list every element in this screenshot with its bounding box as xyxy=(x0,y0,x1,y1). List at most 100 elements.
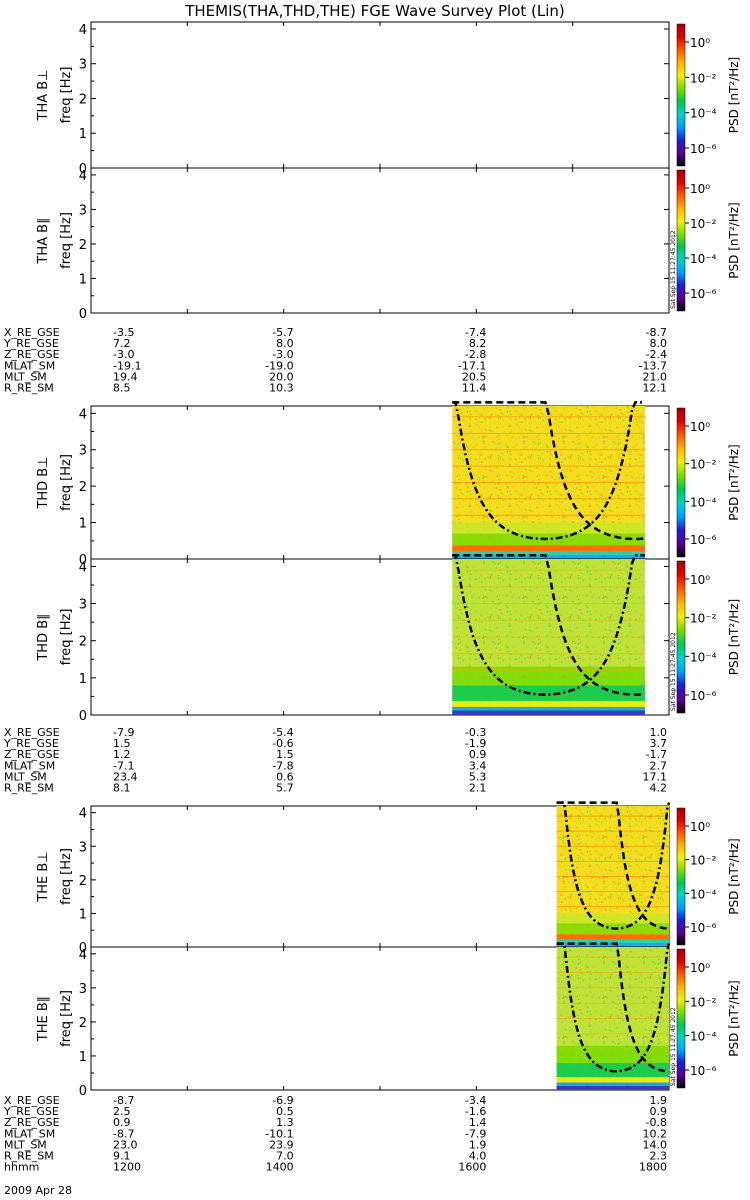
y-tick-label: 1 xyxy=(79,672,87,687)
colorbar-tick-label: 10⁻⁴ xyxy=(690,1030,717,1044)
colorbar-frame xyxy=(676,948,686,1089)
y-tick-label: 3 xyxy=(79,203,87,218)
gyrofrequency-curve xyxy=(556,801,671,930)
ephemeris-value: -0.8 xyxy=(646,1116,667,1129)
colorbar-tick-label: 10⁰ xyxy=(690,820,710,834)
y-tick-label: 3 xyxy=(79,598,87,613)
colorbar-tick-label: 10⁰ xyxy=(690,182,710,196)
y-tick-label: 0 xyxy=(79,162,87,177)
ephemeris-value: -19.1 xyxy=(113,359,141,372)
date-label: 2009 Apr 28 xyxy=(4,1184,72,1197)
ephemeris-value: -5.7 xyxy=(272,326,293,339)
colorbar-tick-label: 10⁰ xyxy=(690,36,710,50)
ephemeris-value: 3.4 xyxy=(469,759,487,772)
y-tick-label: 0 xyxy=(79,307,87,322)
y-tick-label: 2 xyxy=(79,874,87,889)
spectrogram-thd-par xyxy=(452,554,645,715)
ephemeris-value: 2.3 xyxy=(650,1150,668,1163)
ephemeris-value: -8.7 xyxy=(113,1094,134,1107)
y-axis-unit-label: freq [Hz] xyxy=(59,454,74,511)
ephemeris-value: 20.5 xyxy=(462,370,487,383)
colorbar-tick-label: 10⁻² xyxy=(690,217,717,231)
y-tick-label: 0 xyxy=(79,553,87,568)
y-axis-probe-label: THD B∥ xyxy=(36,613,51,661)
ephemeris-value: 0.9 xyxy=(469,748,487,761)
y-tick-label: 4 xyxy=(79,948,87,963)
ephemeris-label: X_RE_GSE xyxy=(4,726,60,739)
y-tick-label: 4 xyxy=(79,407,87,422)
low-frequency-band xyxy=(452,554,645,559)
low-frequency-band xyxy=(452,522,645,534)
ephemeris-value: 5.7 xyxy=(276,782,294,795)
y-axis-unit-label: freq [Hz] xyxy=(59,848,74,905)
low-frequency-band xyxy=(452,550,645,555)
ephemeris-value: -3.0 xyxy=(272,348,293,361)
ephemeris-label: R_RE_SM xyxy=(4,1150,54,1163)
ephemeris-value: -3.5 xyxy=(113,326,134,339)
ephemeris-value: -0.6 xyxy=(272,737,293,750)
y-axis-probe-label: THE B∥ xyxy=(36,996,51,1042)
ephemeris-value: 23.4 xyxy=(113,770,138,783)
ephemeris-value: 4.0 xyxy=(469,1150,487,1163)
ephemeris-value: 9.1 xyxy=(113,1150,131,1163)
plot-frame xyxy=(90,21,670,169)
colorbar-frame xyxy=(676,23,686,167)
gyrofrequency-curve xyxy=(556,942,671,1073)
y-tick-label: 2 xyxy=(79,1016,87,1031)
ephemeris-value: -0.3 xyxy=(465,726,486,739)
panel-the-perp: 0 1 2 3 4 THE B⊥ freq [Hz] 10⁰ 10⁻² 10⁻⁴ 10⁻⁶ PSD [… xyxy=(36,805,741,956)
ephemeris-value: 14.0 xyxy=(643,1138,668,1151)
low-frequency-band xyxy=(452,700,645,707)
colorbar xyxy=(677,808,685,945)
ephemeris-label: R_RE_SM xyxy=(4,382,54,395)
gyrofrequency-curve xyxy=(452,554,645,696)
ephemeris-label: MLAT_SM xyxy=(4,1127,55,1140)
ephemeris-value: -17.1 xyxy=(458,359,486,372)
panel-thd-par: 0 1 2 3 4 THD B∥ freq [Hz] 10⁰ 10⁻² 10⁻⁴ 10⁻⁶ PSD [… xyxy=(36,558,741,724)
ephemeris-value: 7.0 xyxy=(276,1150,294,1163)
ephemeris-value: 1.5 xyxy=(113,737,131,750)
colorbar-frame xyxy=(676,560,686,714)
ephemeris-value: 17.1 xyxy=(643,770,668,783)
ephemeris-value: -13.7 xyxy=(639,359,667,372)
ephemeris-value: 1.2 xyxy=(113,748,131,761)
ephemeris-tha: X_RE_GSE -3.5 -5.7 -7.4 -8.7 Y_RE_GSE 7.2 8.0 8.… xyxy=(3,326,667,395)
y-tick-label: 3 xyxy=(79,982,87,997)
ephemeris-label: Z_RE_GSE xyxy=(4,748,60,761)
ephemeris-value: -7.9 xyxy=(113,726,134,739)
colorbar-frame xyxy=(676,169,686,312)
timestamp-stamp: Sat Sep 15 11:27:45 2012 xyxy=(670,1007,677,1086)
y-tick-label: 4 xyxy=(79,23,87,38)
ephemeris-value: 23.0 xyxy=(113,1138,138,1151)
low-frequency-band xyxy=(556,939,669,943)
colorbar-label: PSD [nT²/Hz] xyxy=(727,838,741,914)
panel-tha-par: 0 1 2 3 4 THA B∥ freq [Hz] 10⁰ 10⁻² 10⁻⁴ 10⁻⁶ PSD [… xyxy=(36,167,741,322)
ephemeris-value: 4.2 xyxy=(650,782,668,795)
ephemeris-label: X_RE_GSE xyxy=(4,326,60,339)
ephemeris-value: -1.7 xyxy=(646,748,667,761)
ephemeris-value: 2.5 xyxy=(113,1105,131,1118)
y-tick-label: 3 xyxy=(79,444,87,459)
colorbar-tick-label: 10⁻⁴ xyxy=(690,107,717,121)
ephemeris-value: 7.2 xyxy=(113,337,131,350)
colorbar-tick-label: 10⁻⁴ xyxy=(690,495,717,509)
colorbar-tick-label: 10⁰ xyxy=(690,961,710,975)
colorbar-tick-label: 10⁻⁶ xyxy=(690,689,717,703)
panel-thd-perp: 0 1 2 3 4 THD B⊥ freq [Hz] 10⁰ 10⁻² 10⁻⁴ 10⁻⁶ PSD [… xyxy=(36,405,741,568)
ephemeris-value: -8.7 xyxy=(113,1127,134,1140)
colorbar-tick-label: 10⁻⁶ xyxy=(690,287,717,301)
ephemeris-value: -1.9 xyxy=(465,737,486,750)
ephemeris-value: 1.0 xyxy=(650,726,668,739)
ephemeris-value: 21.0 xyxy=(643,370,668,383)
gyrofrequency-curve xyxy=(556,801,669,930)
y-tick-label: 1 xyxy=(79,127,87,142)
y-axis-unit-label: freq [Hz] xyxy=(59,990,74,1047)
ephemeris-label: MLAT_SM xyxy=(4,359,55,372)
colorbar-label: PSD [nT²/Hz] xyxy=(727,57,741,133)
ephemeris-value: 2.7 xyxy=(650,759,668,772)
colorbar-label: PSD [nT²/Hz] xyxy=(727,980,741,1056)
y-tick-label: 1 xyxy=(79,907,87,922)
ephemeris-label: R_RE_SM xyxy=(4,782,54,795)
ephemeris-the: X_RE_GSE -8.7 -6.9 -3.4 1.9 Y_RE_GSE 2.5 0.5 -1.… xyxy=(3,1094,667,1174)
